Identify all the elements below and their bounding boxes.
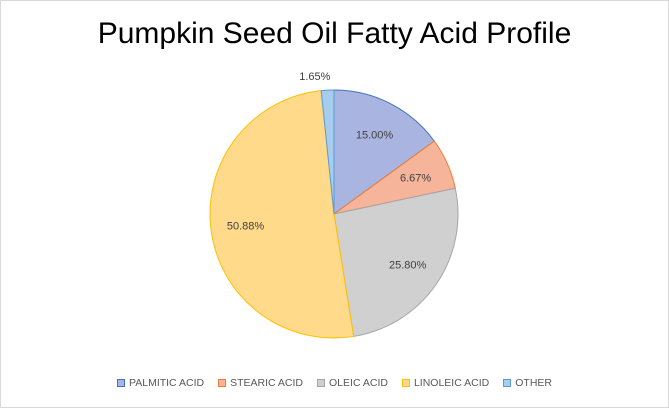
data-label-palmitic-acid: 15.00%	[356, 129, 394, 141]
pie-slice-linoleic-acid	[209, 90, 355, 339]
chart-legend: PALMITIC ACID STEARIC ACID OLEIC ACID LINOL…	[1, 377, 668, 389]
legend-swatch	[117, 379, 125, 387]
legend-item-oleic-acid: OLEIC ACID	[317, 377, 388, 389]
legend-item-palmitic-acid: PALMITIC ACID	[117, 377, 204, 389]
pie-slice-other	[320, 89, 335, 215]
legend-swatch	[401, 379, 410, 387]
legend-swatch	[317, 379, 326, 387]
legend-label: OTHER	[515, 377, 552, 389]
legend-swatch	[503, 379, 512, 387]
data-label-linoleic-acid: 50.88%	[227, 221, 265, 233]
legend-item-linoleic-acid: LINOLEIC ACID	[401, 377, 490, 389]
legend-item-stearic-acid: STEARIC ACID	[218, 377, 303, 389]
pie-slice-palmitic-acid	[333, 89, 436, 215]
legend-swatch	[218, 379, 227, 387]
legend-label: PALMITIC ACID	[129, 377, 205, 389]
legend-label: OLEIC ACID	[329, 377, 388, 389]
chart-title: Pumpkin Seed Oil Fatty Acid Profile	[97, 17, 572, 50]
legend-label: LINOLEIC ACID	[413, 377, 490, 389]
data-label-oleic-acid: 25.80%	[389, 260, 427, 272]
pie-slice-oleic-acid	[333, 187, 459, 338]
data-label-other: 1.65%	[299, 71, 330, 83]
legend-item-other: OTHER	[503, 377, 552, 389]
legend-label: STEARIC ACID	[230, 377, 304, 389]
data-label-stearic-acid: 6.67%	[400, 173, 431, 185]
